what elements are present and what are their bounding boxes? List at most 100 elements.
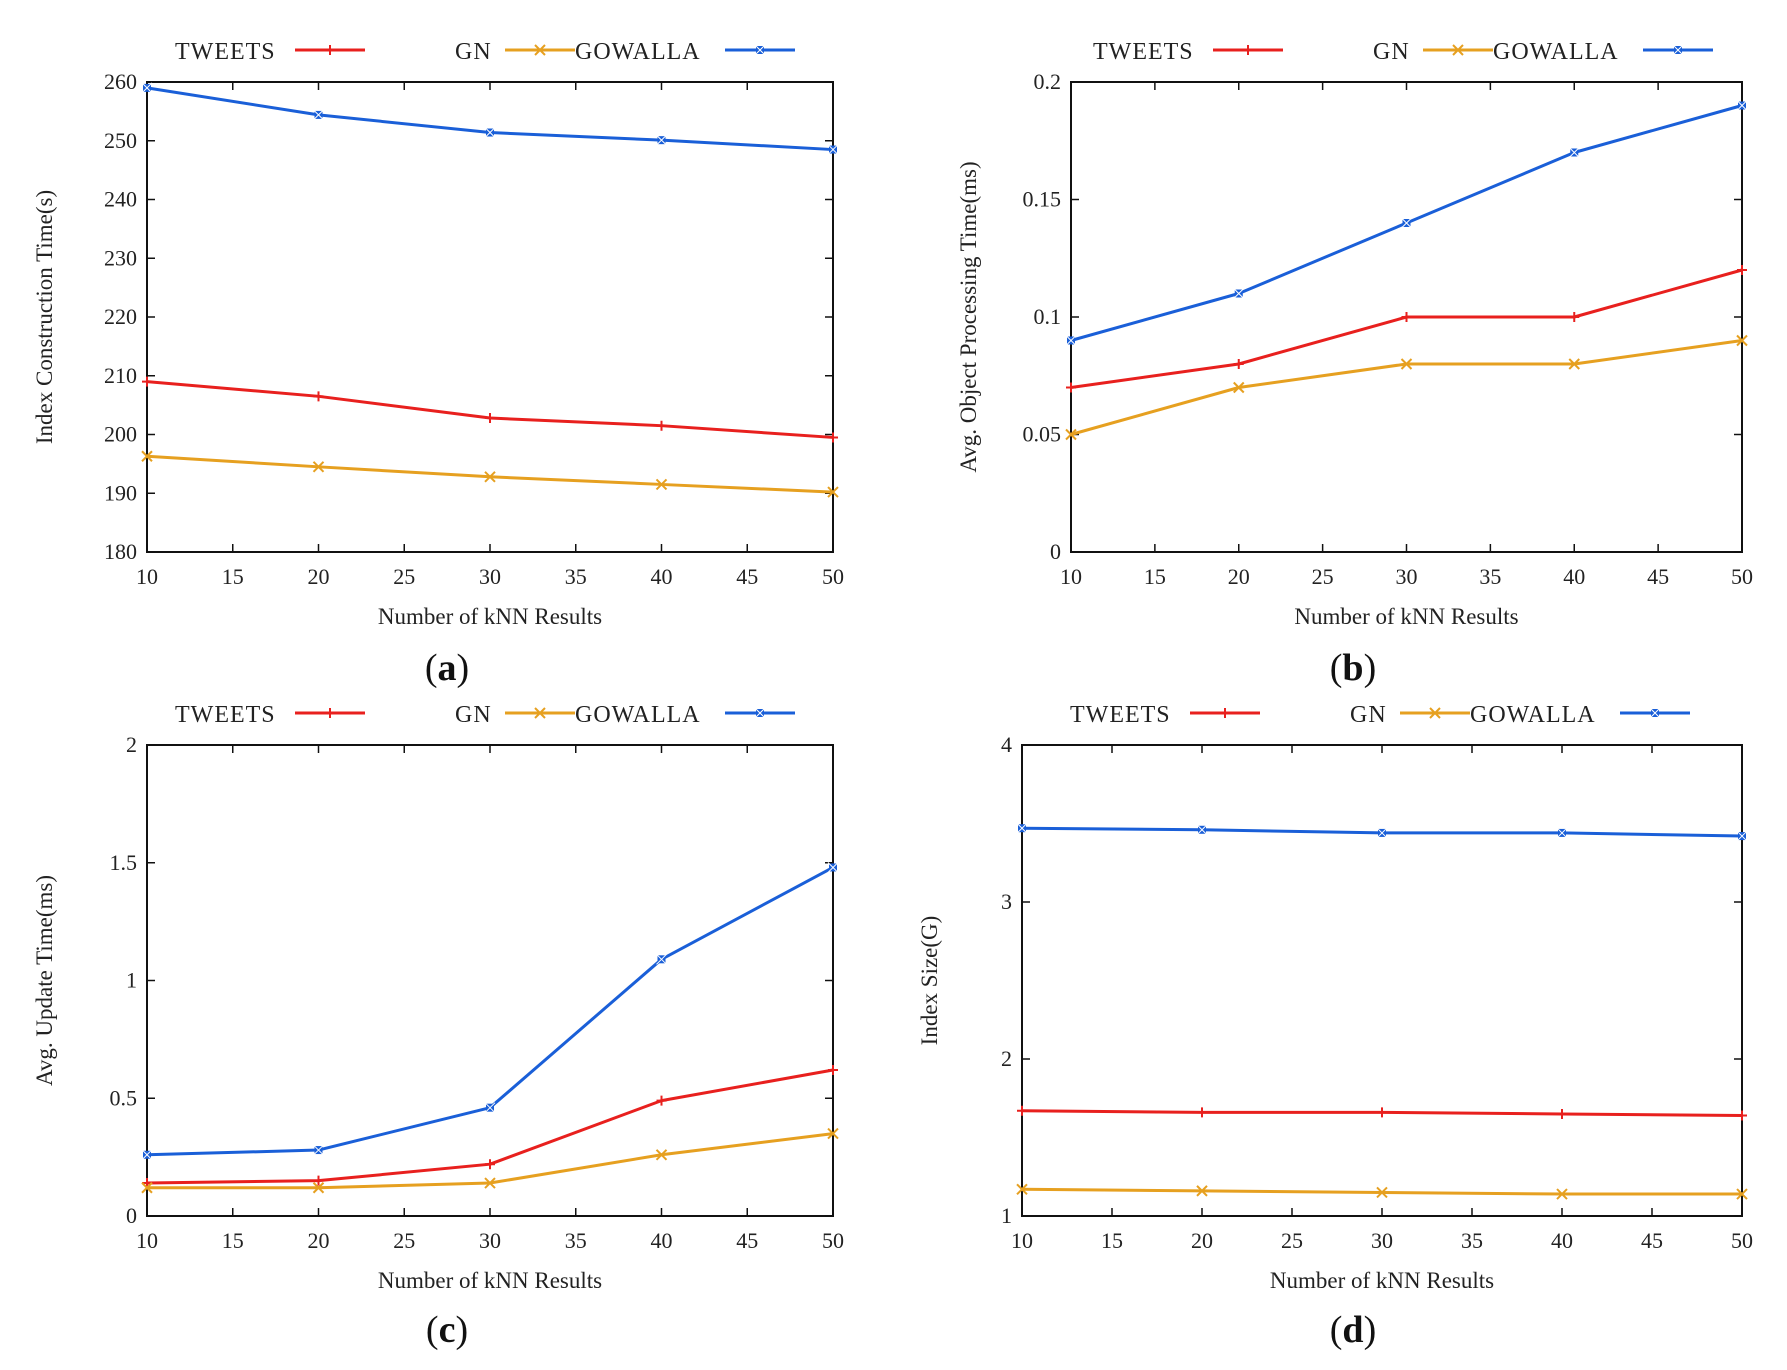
x-tick-label: 15 [222,1228,244,1253]
y-tick-label: 180 [104,539,137,564]
x-tick-label: 50 [1731,1228,1753,1253]
legend-marker-tweets [325,708,335,718]
data-point-gn [141,1182,153,1194]
y-tick-label: 220 [104,304,137,329]
legend-marker-gn [1452,44,1464,56]
y-tick-label: 0 [126,1203,137,1228]
data-point-gn [484,1177,496,1189]
data-point-tweets [485,1159,495,1170]
x-tick-label: 40 [651,1228,673,1253]
data-point-tweets [1557,1108,1567,1119]
y-tick-label: 0.2 [1034,69,1062,94]
data-point-gn [1065,428,1077,441]
panel-label: (d) [1330,1309,1376,1351]
data-point-gn [1016,1183,1028,1196]
y-tick-label: 1.5 [110,850,138,875]
legend-label-gn: GN [455,39,492,65]
x-tick-label: 50 [1731,564,1753,589]
data-point-gn [1376,1186,1388,1199]
data-point-tweets [1737,1110,1747,1121]
plot-frame [146,81,834,553]
x-tick-label: 35 [1461,1228,1483,1253]
x-tick-label: 20 [1191,1228,1213,1253]
series-line-tweets [1070,268,1743,389]
data-point-tweets [1737,265,1747,275]
data-point-tweets [1066,382,1076,393]
y-tick-label: 260 [104,69,137,94]
x-tick-label: 10 [1060,564,1082,589]
data-point-tweets [485,413,495,424]
x-tick-label: 50 [822,1228,844,1253]
data-point-gn [827,486,839,498]
series-line-gn [1070,339,1743,436]
legend-marker-gn [534,707,546,719]
x-tick-label: 45 [736,1228,758,1253]
x-axis-label: Number of kNN Results [378,1268,602,1293]
data-point-gn [1233,381,1245,394]
y-tick-label: 250 [104,128,137,153]
data-point-tweets [1569,312,1580,322]
chart-panel-c: 0 0.5 1 1.5 2 10 15 20 25 30 35 40 45 50 Number of kNN… [32,702,844,1351]
data-point-gn [312,461,325,473]
x-tick-label: 30 [1396,564,1418,589]
chart-panel-a: 180 190 200 210 220 230 240 250 260 10 15 20 25 30 35 4… [32,39,844,689]
legend-label-gn: GN [1350,702,1387,728]
y-tick-label: 190 [104,480,137,505]
x-tick-label: 20 [308,564,330,589]
data-point-tweets [1377,1107,1387,1118]
legend-label-tweets: TWEETS [1093,39,1194,65]
data-point-tweets [1017,1105,1027,1116]
x-tick-label: 50 [822,564,844,589]
x-axis-label: Number of kNN Results [1294,604,1518,629]
data-point-gn [1400,358,1413,370]
x-tick-label: 45 [1647,564,1669,589]
x-tick-label: 15 [222,564,244,589]
y-tick-label: 0.5 [110,1085,138,1110]
y-tick-label: 0.05 [1023,422,1062,447]
data-point-tweets [1197,1107,1207,1118]
x-tick-label: 45 [736,564,758,589]
y-tick-label: 230 [104,245,137,270]
legend-marker-tweets [325,45,335,55]
x-tick-label: 20 [1228,564,1250,589]
legend-marker-tweets [1243,45,1253,55]
legend-marker-gn [1429,707,1441,719]
x-tick-label: 10 [136,1228,158,1253]
y-tick-label: 0 [1050,539,1061,564]
x-tick-label: 30 [1371,1228,1393,1253]
y-tick-label: 0.1 [1034,304,1062,329]
plot-frame [1021,744,1743,1217]
series-line-gowalla [146,866,834,1157]
legend-marker-gn [534,44,546,56]
panel-label: (b) [1330,647,1376,689]
chart-panel-b: 0 0.05 0.1 0.15 0.2 10 15 20 25 30 35 40 45 50 Number … [956,39,1753,689]
data-point-tweets [142,376,152,387]
x-tick-label: 25 [1281,1228,1303,1253]
data-point-gn [827,1127,839,1140]
y-tick-label: 210 [104,363,137,388]
y-axis-label: Avg. Update Time(ms) [32,875,57,1086]
legend-label-gowalla: GOWALLA [575,702,701,728]
panel-label: (a) [425,647,469,689]
legend-label-gn: GN [1373,39,1410,65]
x-tick-label: 25 [393,564,415,589]
data-point-gn [1556,1188,1568,1200]
data-point-tweets [313,1175,324,1186]
x-tick-label: 40 [1551,1228,1573,1253]
data-point-gn [1196,1185,1208,1197]
x-tick-label: 30 [479,1228,501,1253]
data-point-tweets [656,420,667,431]
data-point-gn [312,1182,325,1194]
x-tick-label: 40 [651,564,673,589]
y-tick-label: 1 [126,968,137,993]
y-tick-label: 240 [104,187,137,212]
data-point-gn [1736,334,1748,347]
x-tick-label: 35 [1479,564,1501,589]
series-line-gowalla [146,86,834,152]
x-tick-label: 15 [1101,1228,1123,1253]
data-point-tweets [828,432,838,443]
y-tick-label: 2 [126,732,137,757]
y-axis-label: Index Construction Time(s) [32,190,57,444]
data-point-tweets [313,391,324,402]
